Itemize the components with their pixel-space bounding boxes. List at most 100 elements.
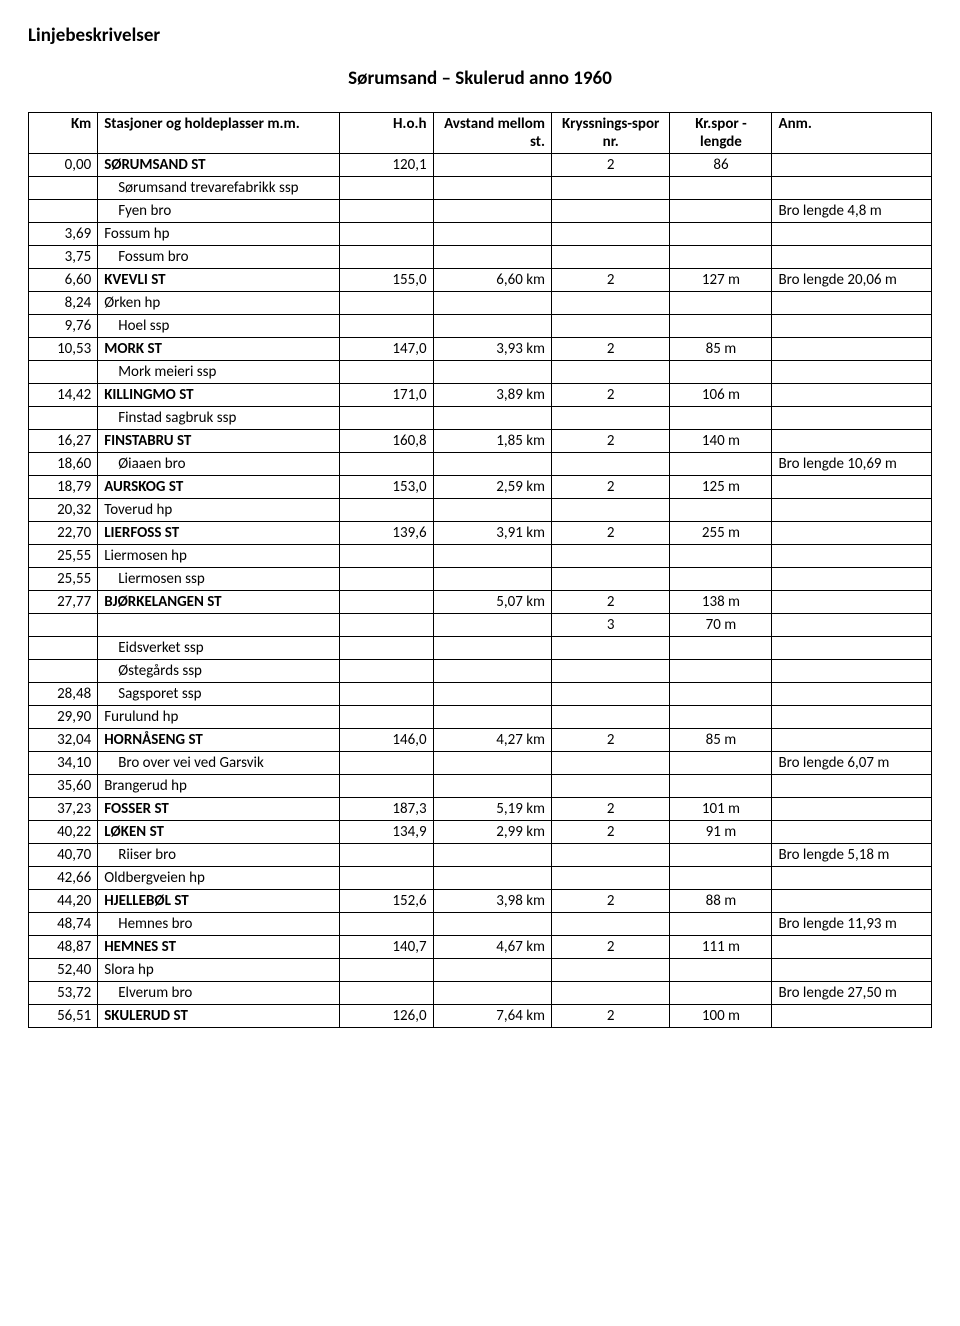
- cell-station: Fossum bro: [98, 246, 340, 269]
- table-row: 10,53MORK ST147,03,93 km285 m: [29, 338, 932, 361]
- cell-avstand: [433, 775, 551, 798]
- cell-spor: 101 m: [670, 798, 772, 821]
- cell-spor: 85 m: [670, 729, 772, 752]
- cell-anm: [772, 683, 932, 706]
- header-spor: Kr.spor - lengde: [670, 113, 772, 154]
- cell-hoh: [339, 292, 433, 315]
- cell-km: 32,04: [29, 729, 98, 752]
- cell-kryss: [552, 453, 670, 476]
- table-row: 37,23FOSSER ST187,35,19 km2101 m: [29, 798, 932, 821]
- cell-kryss: 2: [552, 430, 670, 453]
- header-avstand: Avstand mellom st.: [433, 113, 551, 154]
- cell-avstand: 3,98 km: [433, 890, 551, 913]
- cell-hoh: 187,3: [339, 798, 433, 821]
- cell-km: [29, 614, 98, 637]
- cell-km: 40,70: [29, 844, 98, 867]
- cell-hoh: [339, 706, 433, 729]
- cell-kryss: 2: [552, 1005, 670, 1028]
- cell-hoh: 153,0: [339, 476, 433, 499]
- cell-kryss: [552, 637, 670, 660]
- cell-spor: [670, 844, 772, 867]
- cell-station: Liermosen hp: [98, 545, 340, 568]
- cell-anm: Bro lengde 6,07 m: [772, 752, 932, 775]
- cell-kryss: 2: [552, 821, 670, 844]
- table-row: 35,60Brangerud hp: [29, 775, 932, 798]
- cell-spor: [670, 637, 772, 660]
- cell-avstand: [433, 844, 551, 867]
- table-row: Fyen broBro lengde 4,8 m: [29, 200, 932, 223]
- cell-km: [29, 407, 98, 430]
- cell-station: [98, 614, 340, 637]
- table-row: Mork meieri ssp: [29, 361, 932, 384]
- cell-anm: [772, 936, 932, 959]
- cell-station: KILLINGMO ST: [98, 384, 340, 407]
- cell-kryss: 2: [552, 476, 670, 499]
- cell-hoh: [339, 499, 433, 522]
- cell-kryss: 2: [552, 384, 670, 407]
- cell-hoh: [339, 177, 433, 200]
- header-station: Stasjoner og holdeplasser m.m.: [98, 113, 340, 154]
- cell-avstand: [433, 177, 551, 200]
- cell-kryss: [552, 959, 670, 982]
- cell-avstand: [433, 706, 551, 729]
- cell-avstand: 3,93 km: [433, 338, 551, 361]
- cell-hoh: [339, 867, 433, 890]
- cell-kryss: [552, 177, 670, 200]
- cell-avstand: 3,91 km: [433, 522, 551, 545]
- cell-hoh: [339, 223, 433, 246]
- cell-anm: [772, 568, 932, 591]
- header-anm: Anm.: [772, 113, 932, 154]
- cell-km: [29, 660, 98, 683]
- cell-station: HEMNES ST: [98, 936, 340, 959]
- cell-spor: [670, 407, 772, 430]
- cell-kryss: [552, 407, 670, 430]
- cell-kryss: [552, 223, 670, 246]
- cell-hoh: [339, 200, 433, 223]
- cell-station: FINSTABRU ST: [98, 430, 340, 453]
- cell-hoh: 139,6: [339, 522, 433, 545]
- cell-station: HORNÅSENG ST: [98, 729, 340, 752]
- cell-anm: [772, 706, 932, 729]
- cell-station: Fossum hp: [98, 223, 340, 246]
- cell-spor: [670, 223, 772, 246]
- cell-hoh: [339, 545, 433, 568]
- cell-kryss: [552, 752, 670, 775]
- cell-kryss: [552, 568, 670, 591]
- cell-hoh: [339, 637, 433, 660]
- cell-anm: [772, 591, 932, 614]
- cell-km: 9,76: [29, 315, 98, 338]
- cell-anm: Bro lengde 4,8 m: [772, 200, 932, 223]
- cell-kryss: 2: [552, 269, 670, 292]
- table-row: 53,72Elverum broBro lengde 27,50 m: [29, 982, 932, 1005]
- line-table: Km Stasjoner og holdeplasser m.m. H.o.h …: [28, 112, 932, 1028]
- cell-station: Eidsverket ssp: [98, 637, 340, 660]
- cell-kryss: [552, 315, 670, 338]
- table-row: 32,04HORNÅSENG ST146,04,27 km285 m: [29, 729, 932, 752]
- table-row: 40,70Riiser broBro lengde 5,18 m: [29, 844, 932, 867]
- table-row: 25,55Liermosen ssp: [29, 568, 932, 591]
- cell-spor: [670, 361, 772, 384]
- cell-avstand: [433, 982, 551, 1005]
- cell-hoh: 140,7: [339, 936, 433, 959]
- cell-spor: 125 m: [670, 476, 772, 499]
- cell-spor: [670, 177, 772, 200]
- cell-anm: [772, 775, 932, 798]
- cell-hoh: 134,9: [339, 821, 433, 844]
- cell-spor: 85 m: [670, 338, 772, 361]
- cell-avstand: [433, 223, 551, 246]
- cell-station: LØKEN ST: [98, 821, 340, 844]
- cell-spor: 138 m: [670, 591, 772, 614]
- cell-spor: [670, 982, 772, 1005]
- cell-avstand: [433, 246, 551, 269]
- cell-hoh: [339, 591, 433, 614]
- cell-hoh: [339, 407, 433, 430]
- cell-km: 16,27: [29, 430, 98, 453]
- cell-station: Furulund hp: [98, 706, 340, 729]
- sub-title: Sørumsand – Skulerud anno 1960: [28, 67, 932, 90]
- cell-km: [29, 200, 98, 223]
- cell-anm: Bro lengde 20,06 m: [772, 269, 932, 292]
- cell-km: 44,20: [29, 890, 98, 913]
- cell-anm: [772, 821, 932, 844]
- cell-hoh: [339, 752, 433, 775]
- table-row: 18,60Øiaaen broBro lengde 10,69 m: [29, 453, 932, 476]
